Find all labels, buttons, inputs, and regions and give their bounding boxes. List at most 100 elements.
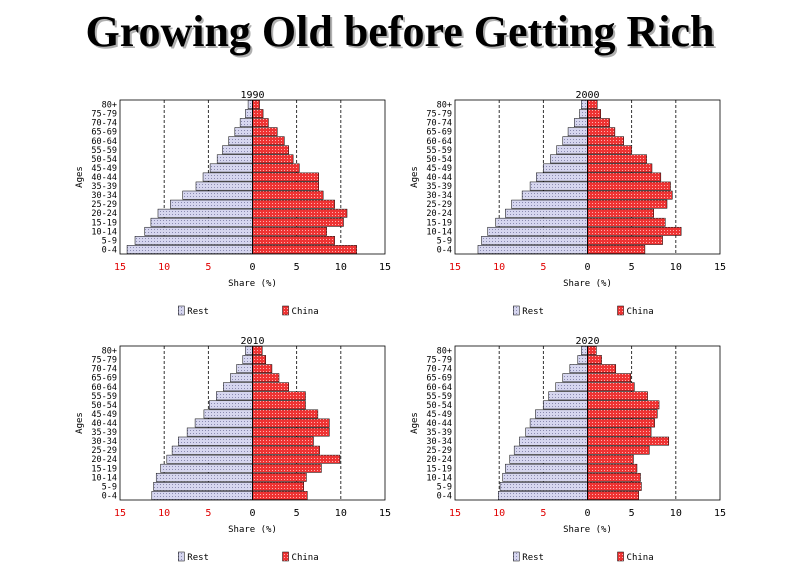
x-tick-label: 15 — [114, 262, 126, 273]
pyramid-chart-2010: 2010 0-45-910-1415-1920-2425-2930-3435-39… — [75, 336, 391, 563]
bar-china-0-4 — [587, 245, 646, 254]
bar-rest-20-24 — [509, 454, 588, 464]
age-tick-label: 70-74 — [426, 365, 452, 375]
x-tick-label: 5 — [629, 262, 635, 273]
age-tick-label: 45-49 — [91, 164, 117, 174]
bar-china-55-59 — [252, 391, 306, 401]
bar-china-15-19 — [587, 217, 666, 227]
bar-rest-15-19 — [160, 463, 253, 473]
age-tick-label: 60-64 — [91, 383, 117, 393]
bar-china-20-24 — [587, 454, 634, 464]
age-tick-label: 70-74 — [91, 119, 117, 129]
bar-china-60-64 — [252, 382, 289, 392]
slide-title: Growing Old before Getting Rich — [85, 7, 715, 56]
bar-china-75-79 — [252, 355, 266, 364]
age-tick-label: 20-24 — [426, 209, 452, 219]
bar-china-35-39 — [587, 427, 652, 437]
bar-rest-30-34 — [519, 436, 588, 446]
legend-swatch-rest — [513, 305, 520, 316]
age-tick-label: 75-79 — [91, 356, 117, 366]
bar-rest-0-4 — [151, 491, 253, 500]
legend-swatch-china — [617, 305, 624, 316]
age-tick-label: 80+ — [102, 347, 117, 357]
x-tick-label: 10 — [493, 508, 505, 519]
legend-label-china: China — [627, 553, 654, 563]
bar-china-0-4 — [252, 491, 308, 500]
bar-rest-30-34 — [521, 190, 588, 200]
x-tick-label: 5 — [294, 508, 300, 519]
age-tick-label: 15-19 — [91, 218, 117, 228]
age-tick-label: 55-59 — [91, 146, 117, 156]
bar-china-10-14 — [252, 226, 327, 236]
bar-china-25-29 — [587, 199, 668, 209]
bar-china-30-34 — [587, 436, 670, 446]
bar-china-65-69 — [587, 373, 632, 383]
bar-china-75-79 — [252, 109, 264, 118]
legend-label-china: China — [292, 307, 319, 317]
bar-rest-45-49 — [535, 409, 588, 419]
bar-rest-45-49 — [203, 409, 253, 419]
bar-china-80+ — [252, 100, 260, 109]
bar-rest-70-74 — [574, 118, 588, 128]
bar-rest-55-59 — [548, 391, 588, 401]
bar-rest-65-69 — [234, 127, 253, 137]
legend-swatch-rest — [513, 551, 520, 562]
age-tick-label: 75-79 — [426, 356, 452, 366]
x-axis-label: Share (%) — [563, 525, 612, 535]
age-tick-label: 75-79 — [91, 110, 117, 120]
age-tick-label: 30-34 — [91, 437, 117, 447]
bar-rest-10-14 — [487, 226, 588, 236]
bar-china-5-9 — [252, 482, 304, 491]
bar-china-35-39 — [252, 181, 319, 191]
bar-rest-70-74 — [569, 364, 588, 374]
y-axis-label: Ages — [75, 166, 85, 188]
x-tick-label: 15 — [714, 508, 726, 519]
bar-china-75-79 — [587, 109, 601, 118]
age-tick-label: 65-69 — [91, 128, 117, 138]
age-tick-label: 5-9 — [102, 236, 117, 246]
age-tick-label: 0-4 — [102, 491, 117, 501]
age-tick-label: 25-29 — [426, 446, 452, 456]
bar-china-70-74 — [587, 118, 610, 128]
age-tick-label: 15-19 — [426, 464, 452, 474]
bar-rest-75-79 — [577, 355, 588, 364]
age-tick-label: 30-34 — [91, 191, 117, 201]
bar-rest-60-64 — [228, 136, 253, 146]
age-tick-label: 50-54 — [91, 401, 117, 411]
bar-rest-80+ — [581, 346, 588, 355]
age-tick-label: 55-59 — [426, 146, 452, 156]
age-tick-label: 80+ — [437, 347, 452, 357]
x-tick-label: 10 — [335, 508, 347, 519]
bar-rest-40-44 — [536, 172, 588, 182]
legend-label-china: China — [292, 553, 319, 563]
bar-china-25-29 — [252, 445, 320, 455]
legend-swatch-china — [282, 305, 289, 316]
x-tick-label: 10 — [335, 262, 347, 273]
age-tick-label: 10-14 — [426, 473, 452, 483]
age-tick-label: 80+ — [437, 101, 452, 111]
bar-rest-5-9 — [134, 236, 253, 245]
bar-rest-80+ — [245, 346, 253, 355]
age-tick-label: 50-54 — [91, 155, 117, 165]
bar-china-25-29 — [252, 199, 335, 209]
bar-china-80+ — [587, 100, 598, 109]
age-tick-label: 10-14 — [91, 473, 117, 483]
bar-china-45-49 — [252, 409, 319, 419]
legend-label-rest: Rest — [522, 553, 544, 563]
bar-china-80+ — [252, 346, 263, 355]
age-tick-label: 65-69 — [426, 128, 452, 138]
legend-swatch-rest — [178, 305, 185, 316]
bar-rest-40-44 — [529, 418, 588, 428]
bar-china-20-24 — [252, 454, 341, 464]
bar-rest-70-74 — [236, 364, 253, 374]
bar-rest-5-9 — [153, 482, 253, 491]
age-tick-label: 25-29 — [91, 200, 117, 210]
bar-china-5-9 — [587, 482, 642, 491]
bar-rest-40-44 — [202, 172, 253, 182]
bar-china-35-39 — [252, 427, 330, 437]
bar-rest-35-39 — [195, 181, 253, 191]
bar-rest-0-4 — [477, 245, 588, 254]
bar-rest-60-64 — [223, 382, 253, 392]
age-tick-label: 65-69 — [426, 374, 452, 384]
bar-rest-45-49 — [209, 163, 253, 173]
